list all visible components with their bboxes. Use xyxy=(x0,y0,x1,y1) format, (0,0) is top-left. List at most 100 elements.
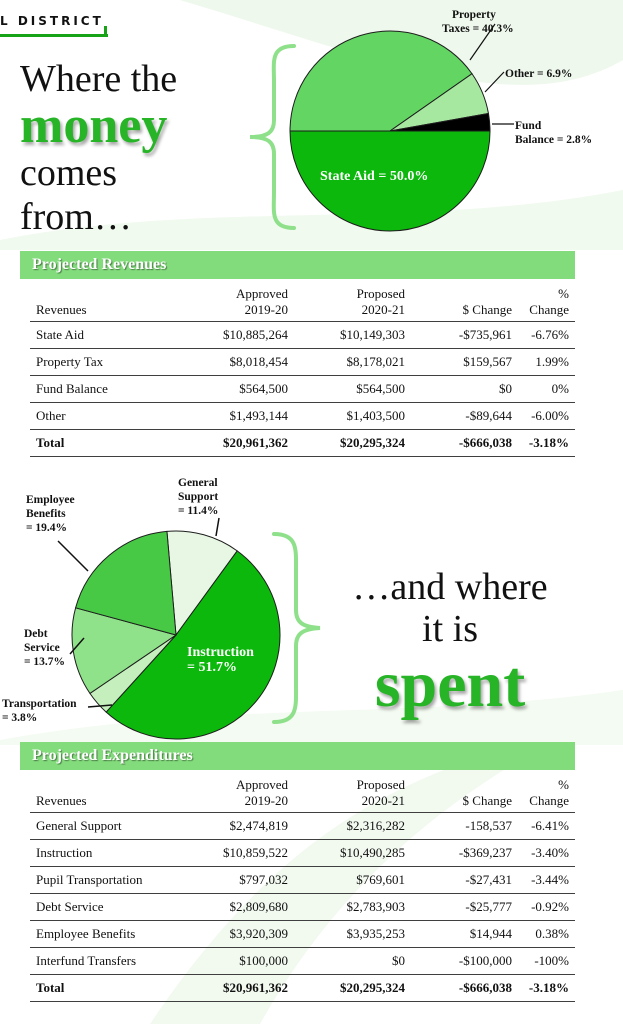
employee-benefits-label-3: = 19.4% xyxy=(26,522,67,534)
table-row: Debt Service $2,809,680 $2,783,903 -$25,… xyxy=(30,893,575,922)
cell: $8,178,021 xyxy=(294,348,411,377)
cell: $1,493,144 xyxy=(187,402,294,431)
cell: -3.18% xyxy=(518,429,575,458)
other-leader-line xyxy=(484,71,505,93)
pie-slice-instruction xyxy=(105,550,281,740)
expenditures-header-pct: % Change xyxy=(518,777,575,814)
revenues-header-change: $ Change xyxy=(411,286,518,323)
cell: $10,490,285 xyxy=(294,839,411,868)
cell: State Aid xyxy=(30,321,187,350)
table-row: Property Tax $8,018,454 $8,178,021 $159,… xyxy=(30,348,575,377)
cell: -$100,000 xyxy=(411,947,518,976)
expenditures-header-name: Revenues xyxy=(30,777,187,814)
revenues-header-proposed-2: 2020-21 xyxy=(361,301,405,317)
cell: Property Tax xyxy=(30,348,187,377)
expenditures-header-approved-1: Approved xyxy=(236,777,288,792)
expenditures-header-proposed-1: Proposed xyxy=(356,777,405,792)
expense-headline: …and where it is spent xyxy=(330,568,570,720)
cell: $564,500 xyxy=(187,375,294,404)
cell: $1,403,500 xyxy=(294,402,411,431)
cell: $20,961,362 xyxy=(187,974,294,1003)
cell: -$369,237 xyxy=(411,839,518,868)
general-leader-line xyxy=(215,517,220,537)
cell: $8,018,454 xyxy=(187,348,294,377)
cell: $769,601 xyxy=(294,866,411,895)
cell: 0% xyxy=(518,375,575,404)
cell: Fund Balance xyxy=(30,375,187,404)
revenue-pie-chart: Property Taxes = 40.3% Other = 6.9% Fund… xyxy=(289,9,592,232)
cell: $14,944 xyxy=(411,920,518,949)
transportation-label-2: = 3.8% xyxy=(2,712,37,724)
transportation-label-1: Transportation xyxy=(2,698,77,710)
cell: $2,783,903 xyxy=(294,893,411,922)
table-row: Pupil Transportation $797,032 $769,601 -… xyxy=(30,866,575,895)
revenues-header-approved-2: 2019-20 xyxy=(244,301,288,317)
expense-headline-line1: …and where xyxy=(352,566,548,608)
cell: -100% xyxy=(518,947,575,976)
table-row: General Support $2,474,819 $2,316,282 -1… xyxy=(30,812,575,841)
cell: Debt Service xyxy=(30,893,187,922)
table-row: Employee Benefits $3,920,309 $3,935,253 … xyxy=(30,920,575,949)
property-taxes-label-2: Taxes = 40.3% xyxy=(442,23,514,35)
fund-balance-label-1: Fund xyxy=(515,120,542,132)
expense-headline-emphasis: spent xyxy=(374,648,526,721)
cell: 1.99% xyxy=(518,348,575,377)
cell: -6.76% xyxy=(518,321,575,350)
revenues-header-proposed: Proposed 2020-21 xyxy=(294,286,411,323)
expenditures-header-approved-2: 2019-20 xyxy=(244,792,288,808)
cell: -3.44% xyxy=(518,866,575,895)
cell: $2,809,680 xyxy=(187,893,294,922)
pie-slice-property-taxes xyxy=(289,30,473,132)
general-support-label-3: = 11.4% xyxy=(178,505,218,517)
cell: $564,500 xyxy=(294,375,411,404)
revenues-header-proposed-1: Proposed xyxy=(356,286,405,301)
revenue-headline-line1: Where the xyxy=(20,58,178,100)
revenue-headline: Where the money comes from… xyxy=(20,60,177,236)
table-row: Interfund Transfers $100,000 $0 -$100,00… xyxy=(30,947,575,976)
employee-leader-line xyxy=(57,540,89,572)
cell: Instruction xyxy=(30,839,187,868)
cell: $0 xyxy=(294,947,411,976)
property-taxes-label-1: Property xyxy=(452,9,496,21)
district-name: L DISTRICT xyxy=(0,14,104,28)
cell: Total xyxy=(30,974,187,1003)
pie-slice-state-aid xyxy=(289,130,491,232)
revenue-headline-line3: comes xyxy=(20,152,118,194)
cell: -6.41% xyxy=(518,812,575,841)
cell: -$666,038 xyxy=(411,974,518,1003)
cell: $159,567 xyxy=(411,348,518,377)
other-label: Other = 6.9% xyxy=(505,68,572,80)
debt-service-label-2: Service xyxy=(24,642,60,654)
cell: -$27,431 xyxy=(411,866,518,895)
table-row: Fund Balance $564,500 $564,500 $0 0% xyxy=(30,375,575,404)
cell: $10,885,264 xyxy=(187,321,294,350)
revenue-headline-emphasis: money xyxy=(20,97,168,154)
cell: $10,149,303 xyxy=(294,321,411,350)
expense-headline-line2: it is xyxy=(422,608,478,650)
revenues-header-approved: Approved 2019-20 xyxy=(187,286,294,323)
cell: -3.18% xyxy=(518,974,575,1003)
cell: $2,316,282 xyxy=(294,812,411,841)
cell: $20,295,324 xyxy=(294,974,411,1003)
debt-service-label-1: Debt xyxy=(24,628,48,640)
instruction-label-1: Instruction xyxy=(187,645,254,660)
cell: Total xyxy=(30,429,187,458)
cell: Employee Benefits xyxy=(30,920,187,949)
employee-benefits-label-2: Benefits xyxy=(26,508,66,520)
cell: $100,000 xyxy=(187,947,294,976)
pie-slice-employee-benefits xyxy=(75,530,177,636)
table-total-row: Total $20,961,362 $20,295,324 -$666,038 … xyxy=(30,429,575,458)
cell: -$666,038 xyxy=(411,429,518,458)
cell: $10,859,522 xyxy=(187,839,294,868)
cell: $0 xyxy=(411,375,518,404)
employee-benefits-label-1: Employee xyxy=(26,494,75,506)
state-aid-label: State Aid = 50.0% xyxy=(320,169,428,184)
cell: Other xyxy=(30,402,187,431)
expenditures-table: Revenues Approved 2019-20 Proposed 2020-… xyxy=(30,777,575,1003)
instruction-label-2: = 51.7% xyxy=(187,660,237,675)
cell: $3,920,309 xyxy=(187,920,294,949)
cell: -$735,961 xyxy=(411,321,518,350)
pie-slice-debt-service xyxy=(71,607,178,695)
cell: $2,474,819 xyxy=(187,812,294,841)
cell: General Support xyxy=(30,812,187,841)
